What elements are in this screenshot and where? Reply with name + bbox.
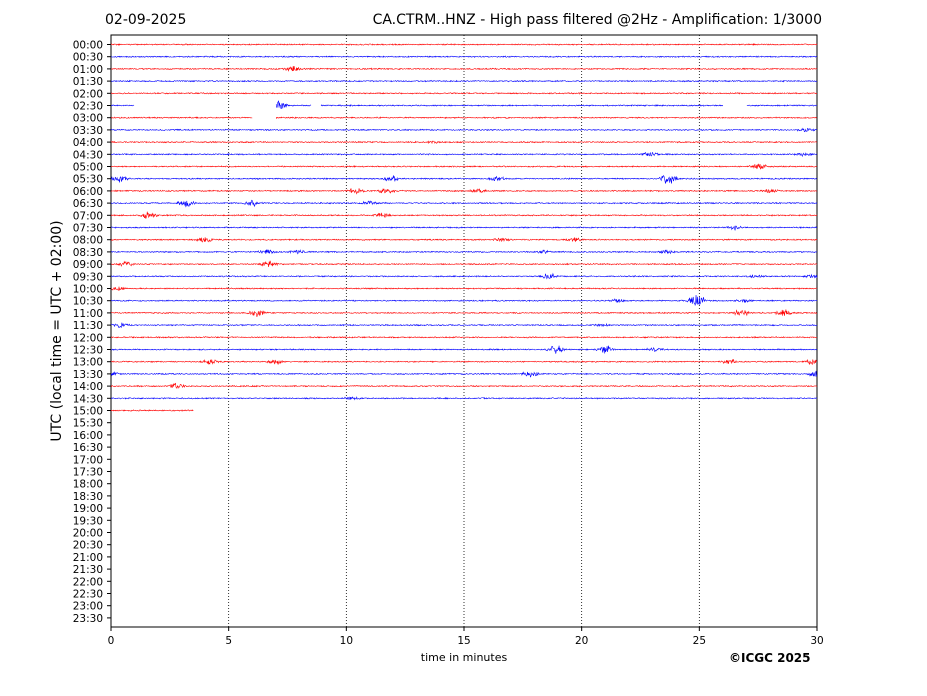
trace-00-30 [110, 55, 818, 59]
y-tick-label: 05:30 [73, 174, 103, 186]
y-tick-label: 06:00 [73, 186, 103, 198]
y-tick-label: 08:00 [73, 235, 103, 247]
y-tick-label: 09:30 [73, 271, 103, 283]
y-tick-label: 11:00 [73, 308, 103, 320]
chart-title: CA.CTRM..HNZ - High pass filtered @2Hz -… [372, 12, 822, 28]
y-tick-label: 10:00 [73, 284, 103, 296]
y-tick-label: 21:30 [73, 564, 103, 576]
trace-14-00 [110, 382, 818, 390]
y-tick-label: 16:30 [73, 442, 103, 454]
trace-11-30 [110, 322, 818, 329]
trace-01-30 [110, 79, 818, 83]
x-tick-label: 10 [340, 635, 353, 647]
y-tick-label: 00:00 [73, 40, 103, 52]
y-tick-label: 03:00 [73, 113, 103, 125]
trace-03-00 [110, 116, 818, 120]
trace-04-00 [110, 140, 818, 145]
y-tick-label: 22:00 [73, 576, 103, 588]
y-tick-label: 04:30 [73, 149, 103, 161]
y-tick-label: 08:30 [73, 247, 103, 259]
x-tick-label: 25 [693, 635, 706, 647]
trace-05-30 [110, 175, 818, 184]
y-tick-label: 06:30 [73, 198, 103, 210]
y-tick-label: 04:00 [73, 137, 103, 149]
y-tick-label: 15:00 [73, 406, 103, 418]
trace-13-30 [110, 370, 818, 378]
trace-00-00 [110, 43, 818, 46]
trace-03-30 [110, 127, 818, 133]
y-tick-label: 22:30 [73, 589, 103, 601]
y-tick-label: 17:30 [73, 467, 103, 479]
trace-10-30 [110, 294, 818, 307]
x-tick-label: 15 [457, 635, 470, 647]
trace-09-30 [110, 272, 818, 280]
y-tick-label: 07:30 [73, 223, 103, 235]
y-tick-label: 21:00 [73, 552, 103, 564]
y-tick-label: 01:30 [73, 76, 103, 88]
y-tick-label: 20:00 [73, 528, 103, 540]
trace-14-30 [110, 396, 818, 401]
y-tick-label: 03:30 [73, 125, 103, 137]
x-tick-label: 0 [108, 635, 115, 647]
trace-04-30 [110, 151, 818, 157]
trace-09-00 [110, 260, 818, 268]
y-tick-label: 20:30 [73, 540, 103, 552]
trace-05-00 [110, 163, 818, 170]
trace-07-00 [110, 211, 818, 219]
x-tick-label: 30 [810, 635, 823, 647]
y-tick-label: 05:00 [73, 162, 103, 174]
y-tick-label: 00:30 [73, 52, 103, 64]
y-axis-label: UTC (local time = UTC + 02:00) [49, 220, 65, 442]
y-tick-label: 11:30 [73, 320, 103, 332]
y-tick-label: 13:00 [73, 357, 103, 369]
y-tick-label: 13:30 [73, 369, 103, 381]
y-tick-label: 14:30 [73, 393, 103, 405]
y-tick-label: 17:00 [73, 454, 103, 466]
chart-date: 02-09-2025 [105, 12, 187, 28]
y-tick-label: 01:00 [73, 64, 103, 76]
trace-07-30 [110, 225, 818, 231]
y-tick-label: 15:30 [73, 418, 103, 430]
y-tick-label: 23:00 [73, 601, 103, 613]
y-tick-label: 07:00 [73, 210, 103, 222]
y-tick-label: 12:00 [73, 332, 103, 344]
y-tick-label: 02:30 [73, 101, 103, 113]
y-tick-label: 09:00 [73, 259, 103, 271]
x-axis-label: time in minutes [420, 651, 508, 664]
trace-02-00 [110, 92, 818, 95]
y-tick-label: 02:00 [73, 88, 103, 100]
copyright-label: ©ICGC 2025 [729, 651, 811, 665]
y-tick-label: 10:30 [73, 296, 103, 308]
y-tick-label: 14:00 [73, 381, 103, 393]
trace-12-30 [110, 345, 817, 354]
x-tick-label: 5 [225, 635, 232, 647]
trace-02-30 [110, 100, 818, 109]
y-tick-label: 12:30 [73, 345, 103, 357]
trace-01-00 [110, 65, 818, 72]
trace-15-00 [110, 409, 194, 412]
trace-11-00 [110, 309, 818, 317]
x-tick-label: 20 [575, 635, 588, 647]
plot-frame [110, 34, 818, 628]
y-tick-label: 18:00 [73, 479, 103, 491]
y-tick-label: 16:00 [73, 430, 103, 442]
trace-13-00 [110, 358, 818, 365]
y-tick-label: 19:30 [73, 515, 103, 527]
trace-08-30 [110, 249, 818, 255]
y-tick-label: 18:30 [73, 491, 103, 503]
trace-08-00 [110, 237, 818, 243]
trace-06-30 [110, 199, 818, 208]
trace-12-00 [110, 335, 818, 339]
trace-06-00 [110, 188, 818, 195]
trace-10-00 [110, 286, 818, 292]
y-tick-label: 23:30 [73, 613, 103, 625]
y-tick-label: 19:00 [73, 503, 103, 515]
